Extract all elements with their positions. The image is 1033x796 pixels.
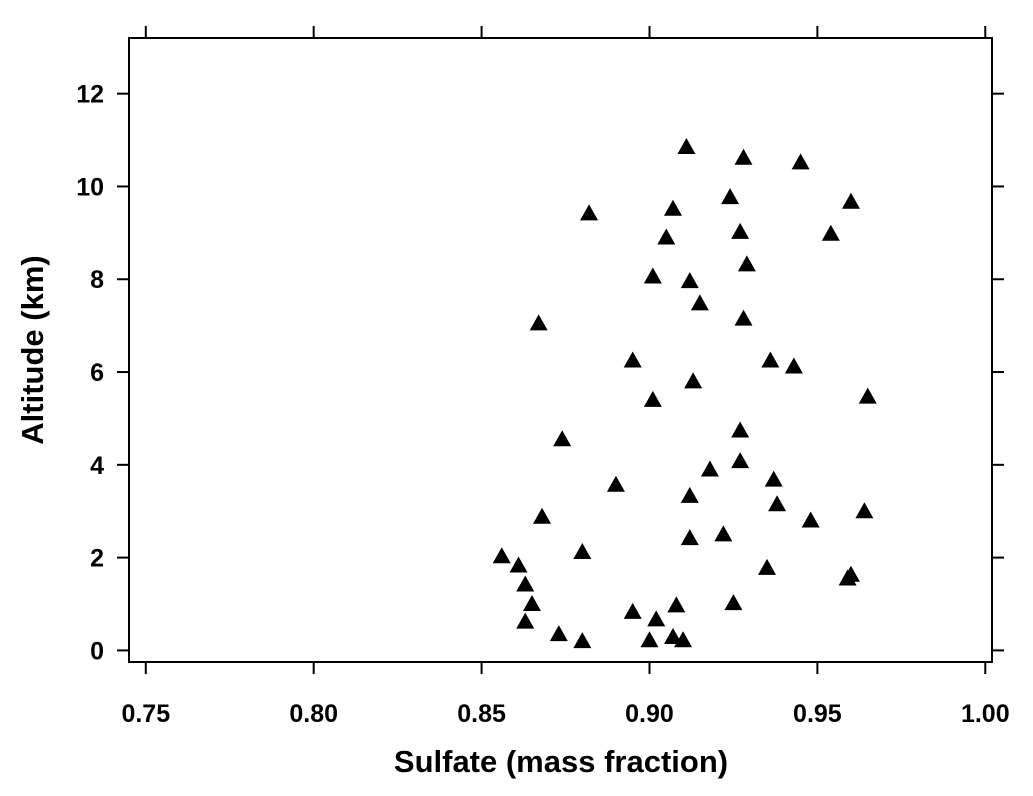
data-point-triangle	[529, 314, 548, 331]
y-tick-label: 8	[90, 266, 104, 294]
y-axis-ticks: 0 2 4 6 8 10 12	[76, 81, 1004, 665]
data-point-triangle	[680, 486, 699, 503]
data-point-triangle	[492, 547, 511, 564]
y-tick-label: 2	[90, 545, 104, 573]
data-point-triangle	[821, 224, 840, 241]
data-point-triangle	[573, 632, 592, 649]
data-point-triangle	[721, 188, 740, 205]
data-point-triangle	[734, 148, 753, 165]
y-tick-label: 12	[76, 81, 104, 109]
data-point-triangle	[731, 222, 750, 239]
plot-frame	[128, 37, 993, 663]
x-tick-label: 0.80	[289, 700, 338, 728]
data-point-triangle	[768, 495, 787, 512]
data-point-triangle	[580, 204, 599, 221]
y-tick-label: 6	[90, 359, 104, 387]
data-point-triangle	[858, 387, 877, 404]
data-point-triangle	[761, 351, 780, 368]
data-point-triangle	[758, 558, 777, 575]
y-tick-label: 0	[90, 637, 104, 665]
data-point-triangle	[647, 610, 666, 627]
y-axis-title: Altitude (km)	[15, 255, 50, 444]
data-points	[492, 138, 877, 649]
data-point-triangle	[623, 351, 642, 368]
data-point-triangle	[784, 357, 803, 374]
data-point-triangle	[516, 575, 535, 592]
data-point-triangle	[690, 294, 709, 311]
data-point-triangle	[731, 421, 750, 438]
x-tick-label: 0.85	[457, 700, 506, 728]
data-point-triangle	[700, 460, 719, 477]
data-point-triangle	[640, 631, 659, 648]
data-point-triangle	[623, 602, 642, 619]
data-point-triangle	[838, 569, 857, 586]
data-point-triangle	[674, 631, 693, 648]
data-point-triangle	[667, 596, 686, 613]
data-point-triangle	[657, 228, 676, 245]
data-point-triangle	[533, 507, 552, 524]
data-point-triangle	[684, 372, 703, 389]
data-point-triangle	[553, 430, 572, 447]
data-point-triangle	[663, 199, 682, 216]
data-point-triangle	[573, 543, 592, 560]
data-point-triangle	[549, 625, 568, 642]
data-point-triangle	[724, 594, 743, 611]
data-point-triangle	[731, 452, 750, 469]
data-point-triangle	[677, 138, 696, 155]
x-axis-title: Sulfate (mass fraction)	[394, 744, 728, 779]
data-point-triangle	[516, 612, 535, 629]
data-point-triangle	[606, 475, 625, 492]
data-point-triangle	[509, 556, 528, 573]
data-point-triangle	[841, 192, 860, 209]
data-point-triangle	[764, 470, 783, 487]
data-point-triangle	[714, 525, 733, 542]
data-point-triangle	[680, 272, 699, 289]
data-point-triangle	[734, 309, 753, 326]
data-point-triangle	[791, 153, 810, 170]
data-point-triangle	[522, 595, 541, 612]
x-tick-label: 0.95	[793, 700, 842, 728]
y-tick-label: 4	[90, 452, 104, 480]
data-point-triangle	[643, 267, 662, 284]
x-tick-label: 0.75	[121, 700, 170, 728]
data-point-triangle	[680, 529, 699, 546]
x-tick-label: 0.90	[625, 700, 674, 728]
x-tick-label: 1.00	[961, 700, 1010, 728]
y-tick-label: 10	[76, 173, 104, 201]
x-axis-ticks: 0.75 0.80 0.85 0.90 0.95 1.00	[121, 26, 1010, 728]
data-point-triangle	[737, 255, 756, 272]
data-point-triangle	[663, 627, 682, 644]
data-point-triangle	[801, 511, 820, 528]
data-point-triangle	[855, 502, 874, 519]
data-point-triangle	[643, 390, 662, 407]
